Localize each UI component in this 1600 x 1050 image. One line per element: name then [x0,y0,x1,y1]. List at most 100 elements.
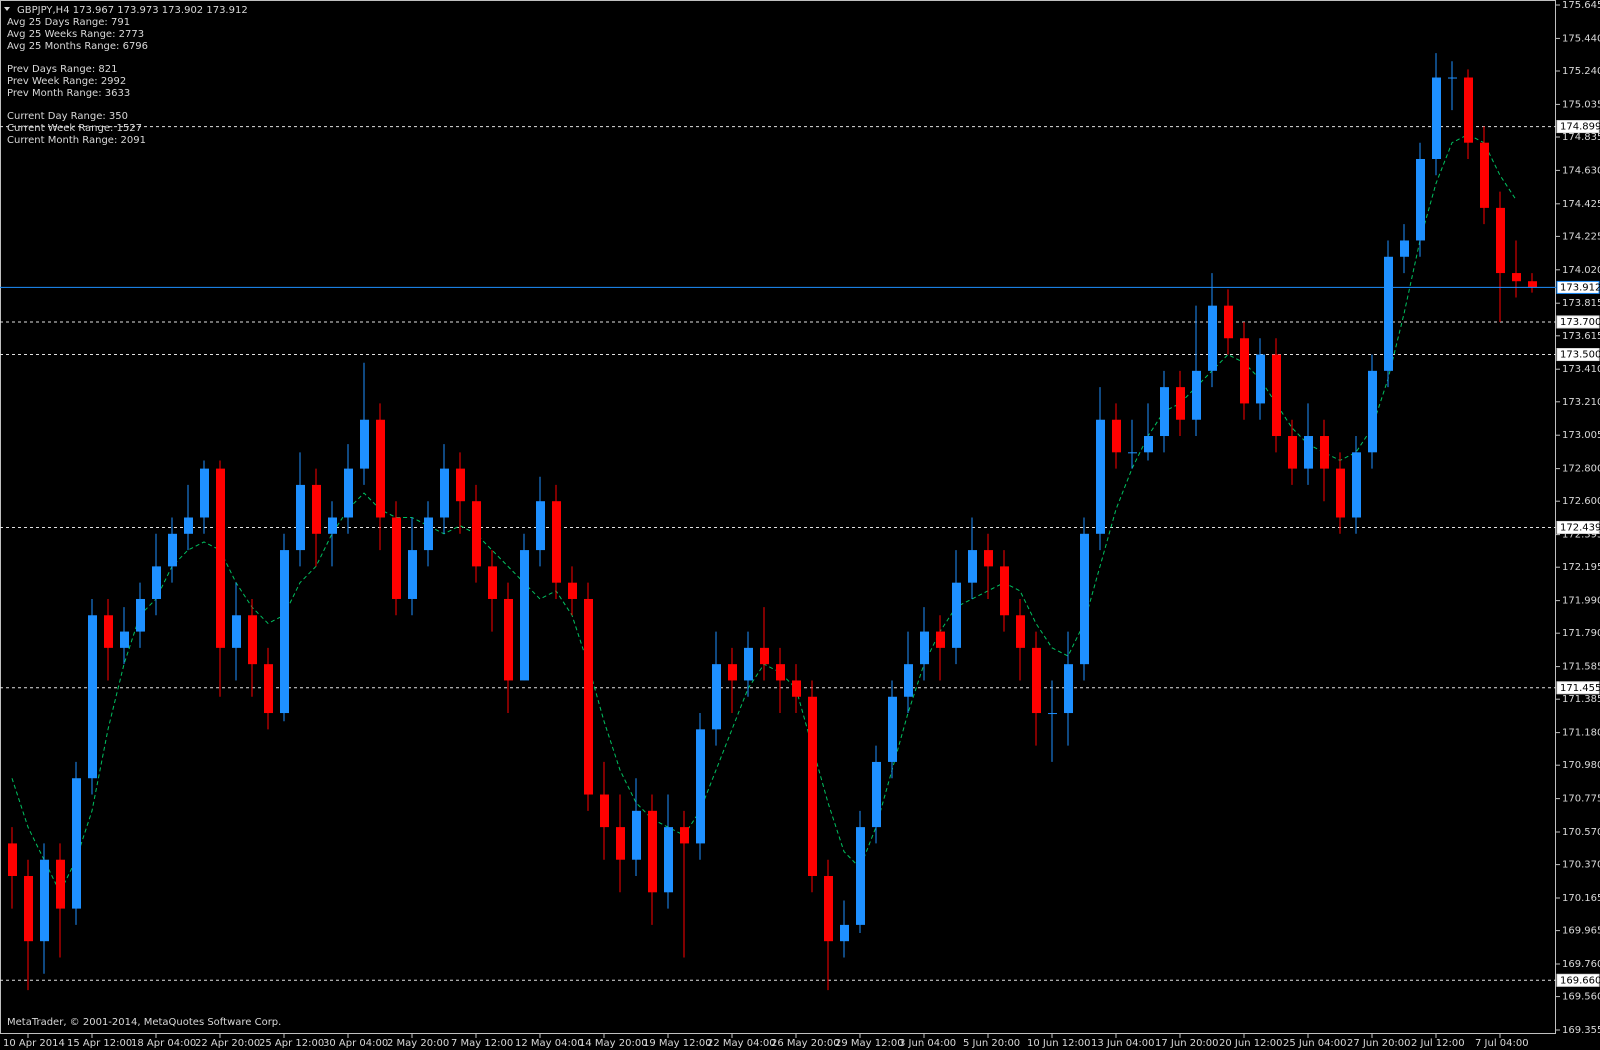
info-line: Avg 25 Weeks Range: 2773 [7,29,144,40]
candle-body [200,468,209,518]
y-tick-label: 173.005 [1562,430,1600,441]
candle-body [408,550,417,599]
candle-body [1352,452,1361,518]
candle-body [104,615,113,648]
candle-body [952,582,961,648]
y-tick-label: 170.570 [1562,827,1600,838]
candle-body [1432,77,1441,159]
candle-body [1096,419,1105,534]
candle-body [1208,305,1217,371]
candle-body [680,827,689,844]
candle-body [824,876,833,942]
y-tick-label: 175.035 [1562,99,1600,110]
x-tick-label: 27 Jun 20:00 [1347,1038,1411,1049]
candle-body [1080,533,1089,665]
x-tick-label: 17 Jun 20:00 [1155,1038,1219,1049]
candle-body [632,810,641,860]
candle-body [40,859,49,942]
candle-body [888,696,897,762]
level-line-label-box [1556,973,1600,987]
x-tick-label: 29 May 12:00 [835,1038,904,1049]
candle-body [1016,615,1025,648]
candle-body [120,631,129,648]
level-line-label-box [1556,315,1600,329]
info-line: Prev Week Range: 2992 [7,76,126,87]
candle-body [1000,566,1009,616]
level-line-label-box [1556,120,1600,134]
candle-body [360,419,369,469]
candle-body [1048,713,1057,715]
candle-body [72,778,81,909]
y-tick-label: 169.965 [1562,926,1600,937]
y-tick-label: 169.760 [1562,959,1600,970]
candle-body [1192,370,1201,420]
candle-body [1176,387,1185,420]
x-tick-label: 25 Apr 12:00 [259,1038,324,1049]
candle-body [488,566,497,599]
candle-body [1240,338,1249,404]
y-tick-label: 171.790 [1562,628,1600,639]
chart-title: GBPJPY,H4 173.967 173.973 173.902 173.91… [17,5,248,16]
info-line: Prev Month Range: 3633 [7,88,130,99]
x-tick-label: 22 Apr 20:00 [195,1038,260,1049]
y-tick-label: 173.410 [1562,364,1600,375]
candle-body [808,696,817,877]
bid-line-label: 173.912 [1560,282,1600,293]
x-tick-label: 15 Apr 12:00 [67,1038,132,1049]
y-tick-label: 170.980 [1562,760,1600,771]
level-line-label: 169.660 [1560,975,1600,986]
candle-body [1144,436,1153,453]
x-tick-label: 20 Jun 12:00 [1219,1038,1283,1049]
y-tick-label: 174.425 [1562,199,1600,210]
candle-body [1288,436,1297,469]
candle-body [1320,436,1329,469]
y-tick-label: 171.990 [1562,596,1600,607]
candle-body [344,468,353,518]
y-tick-label: 172.600 [1562,496,1600,507]
y-tick-label: 173.615 [1562,331,1600,342]
symbol-menu-icon[interactable] [4,7,10,11]
candle-body [936,631,945,648]
candle-body [984,550,993,567]
footer: MetaTrader, © 2001-2014, MetaQuotes Soft… [7,1017,281,1028]
y-tick-label: 175.240 [1562,66,1600,77]
candle-body [776,664,785,681]
candle-body [88,615,97,779]
x-tick-label: 7 Jul 04:00 [1475,1038,1529,1049]
candle-body [1032,647,1041,714]
candle-body [1512,273,1521,282]
info-line: Current Month Range: 2091 [7,135,146,146]
candle-body [968,550,977,583]
candle-body [328,517,337,534]
level-line-label: 174.899 [1560,122,1600,133]
y-tick-label: 174.020 [1562,265,1600,276]
y-tick-label: 171.585 [1562,662,1600,673]
candle-body [8,843,17,877]
info-line: Current Day Range: 350 [7,111,128,122]
info-line: Current Week Range: 1527 [7,123,142,134]
info-line: Avg 25 Days Range: 791 [7,17,130,28]
candle-body [904,664,913,697]
candle-body [696,729,705,844]
candle-body [744,647,753,681]
candle-body [504,598,513,681]
y-tick-label: 173.815 [1562,298,1600,309]
plot-border [0,0,1556,1034]
candle-body [1256,354,1265,404]
candle-body [1384,256,1393,371]
candle-body [392,517,401,599]
candle-body [520,550,529,681]
candle-body [616,827,625,860]
candle-body [792,680,801,697]
candle-body [1336,468,1345,518]
candle-body [664,827,673,893]
candle-body [1272,354,1281,437]
candle-body [152,566,161,599]
candle-body [552,501,561,583]
candle-body [232,615,241,648]
x-tick-label: 30 Apr 04:00 [323,1038,388,1049]
candle-body [248,615,257,665]
candle-body [424,517,433,551]
candle-body [280,550,289,714]
